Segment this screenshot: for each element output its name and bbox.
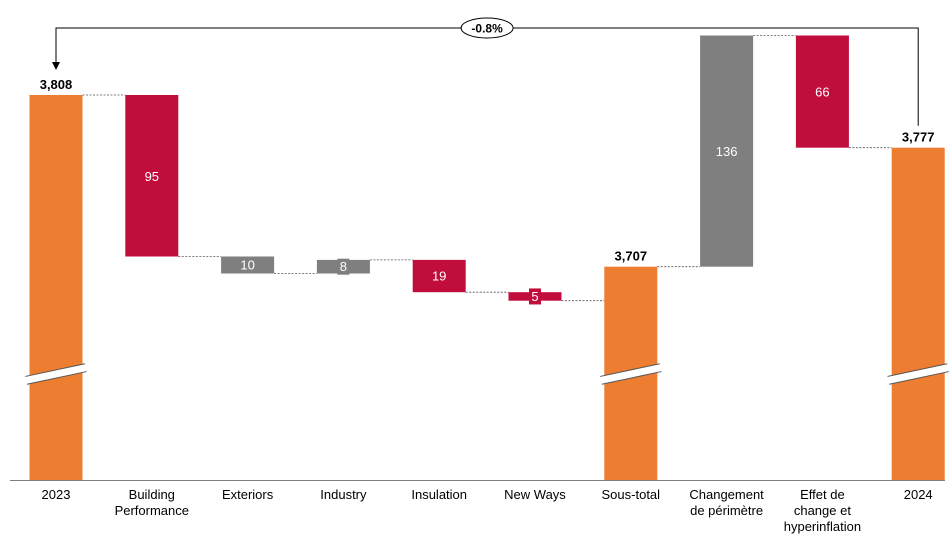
category-label: New Ways (504, 487, 566, 502)
category-label: Sous-total (602, 487, 661, 502)
category-label: Building Performance (115, 487, 189, 518)
change-label: -0.8% (471, 22, 503, 36)
category-label: 2024 (904, 487, 933, 502)
axis-break-gap (26, 363, 86, 385)
bar-5 (412, 259, 466, 293)
value-label: 136 (716, 144, 738, 159)
axis-break-line (601, 371, 662, 385)
axis-break-line (887, 363, 948, 377)
bars (29, 35, 945, 480)
value-label: 95 (145, 169, 159, 184)
category-label: Changement de périmètre (689, 487, 764, 518)
axis-break-gap (888, 363, 948, 385)
category-label: Exteriors (222, 487, 274, 502)
total-label: 3,707 (615, 249, 648, 264)
axis-break-gap (601, 363, 661, 385)
category-label: Insulation (411, 487, 467, 502)
value-label: 19 (432, 269, 446, 284)
value-label: 66 (815, 85, 829, 100)
value-label: 5 (531, 289, 538, 304)
change-badge (460, 17, 514, 39)
bar-10 (891, 147, 945, 480)
category-label: Industry (320, 487, 367, 502)
axis-break-line (26, 371, 87, 385)
category-label: 2023 (42, 487, 71, 502)
value-label-box (529, 288, 541, 305)
value-label: 10 (240, 258, 254, 273)
change-arrowhead (52, 62, 60, 70)
axis-break-line (889, 371, 949, 385)
value-labels: 3,808 95 10 8 19 5 3,707 136 66 3,777 (40, 77, 935, 305)
change-annotation: -0.8% (52, 17, 919, 126)
change-bracket (55, 27, 919, 126)
bar-2 (125, 95, 179, 257)
connector-lines (82, 35, 892, 302)
value-label: 8 (340, 259, 347, 274)
total-label: 3,777 (902, 130, 935, 145)
value-label-box (337, 258, 350, 275)
axis-break-marks (25, 363, 949, 385)
bar-3 (221, 256, 275, 274)
category-label: Effet de change et hyperinflation (784, 487, 861, 534)
axis-break-line (600, 363, 660, 377)
bar-1 (29, 95, 83, 480)
axis-break-line (25, 363, 86, 377)
bar-8 (700, 35, 754, 267)
category-labels: 2023 Building Performance Exteriors Industry… (42, 487, 933, 534)
total-label: 3,808 (40, 77, 73, 92)
bar-9 (795, 35, 849, 148)
